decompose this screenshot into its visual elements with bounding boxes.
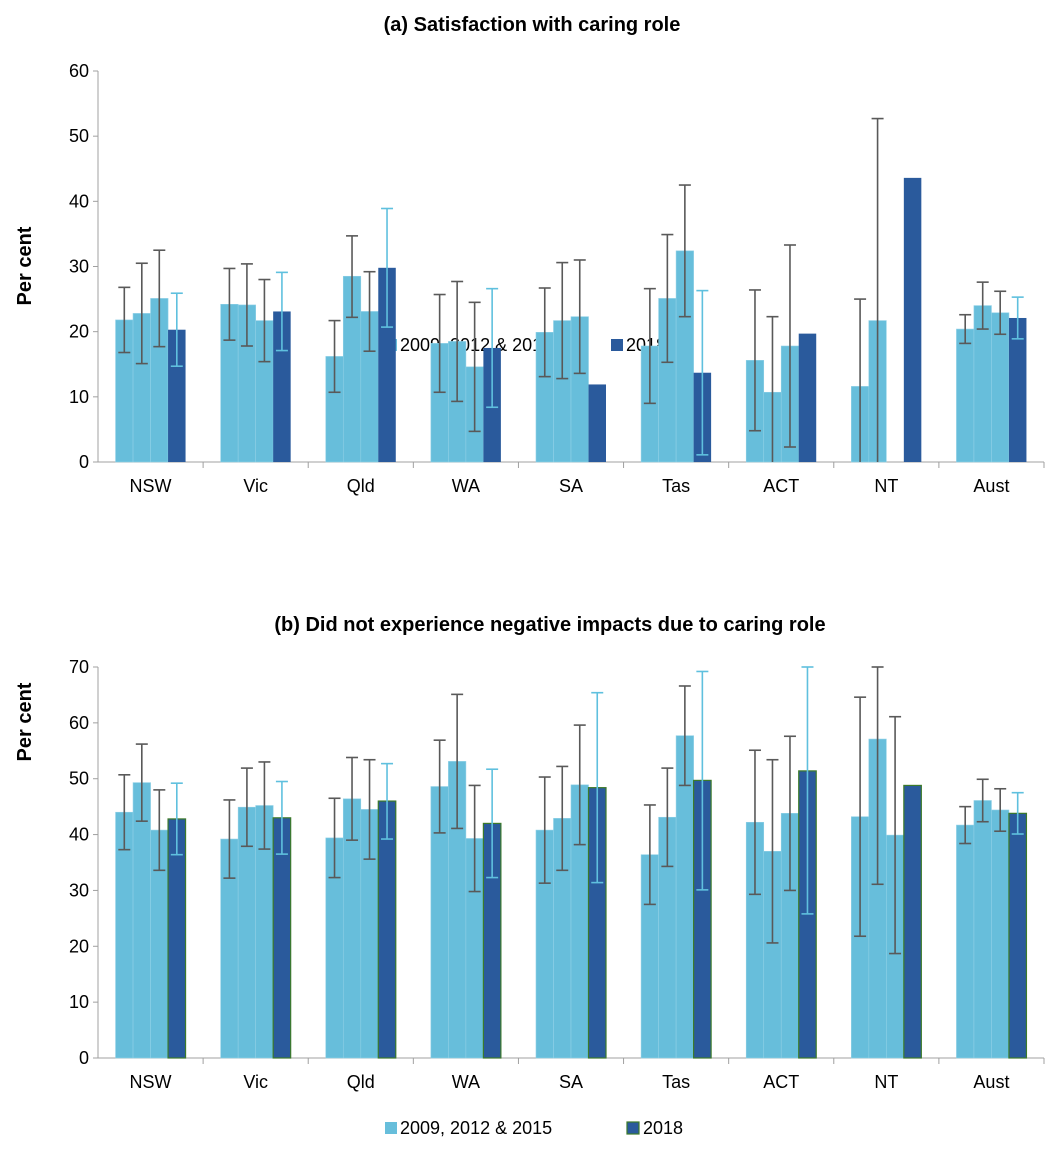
- bar-2018-Vic: [273, 311, 291, 462]
- panel-b-ylabel: Per cent: [14, 682, 36, 761]
- x-tick-label: ACT: [763, 1072, 799, 1092]
- bar-2015-Aust: [991, 312, 1010, 463]
- x-tick-label: Qld: [347, 1072, 375, 1092]
- y-tick-label: 50: [69, 769, 89, 789]
- x-tick-label: NSW: [130, 1072, 172, 1092]
- panel-a-plot: 0 10 20 30 40 50 60 NSW Vic Qld WA SA Tas ACT NT Aust: [69, 61, 1045, 496]
- bar-2018-SA: [588, 384, 606, 462]
- bar-2012-Aust: [973, 800, 992, 1059]
- x-tick-label: Aust: [973, 1072, 1009, 1092]
- y-tick-label: 20: [69, 322, 89, 342]
- bar-2009-Aust: [956, 328, 975, 463]
- legend-swatch-2018: [611, 339, 623, 351]
- x-tick-label: WA: [452, 1072, 480, 1092]
- bar-2018-NT: [903, 784, 922, 1059]
- x-tick-label: NT: [874, 1072, 898, 1092]
- bar-2018-NSW: [168, 329, 186, 462]
- x-tick-label: ACT: [763, 476, 799, 496]
- x-tick-label: Aust: [973, 476, 1009, 496]
- legend-label-historic: 2009, 2012 & 2015: [400, 335, 552, 355]
- x-tick-label: Tas: [662, 1072, 690, 1092]
- legend-label-2018: 2018: [643, 1118, 683, 1138]
- y-tick-label: 20: [69, 936, 89, 956]
- y-tick-label: 60: [69, 713, 89, 733]
- x-tick-label: WA: [452, 476, 480, 496]
- panel-a-legend: 2009, 2012 & 2015 2018: [385, 335, 666, 355]
- panel-a-ylabel: Per cent: [14, 226, 36, 305]
- x-tick-label: Vic: [243, 1072, 268, 1092]
- bar-2018-ACT: [798, 333, 817, 462]
- bar-2012-NSW: [132, 782, 151, 1059]
- y-tick-label: 10: [69, 992, 89, 1012]
- legend-swatch-historic: [385, 1122, 397, 1134]
- y-tick-label: 30: [69, 257, 89, 277]
- x-tick-label: NSW: [130, 476, 172, 496]
- y-tick-label: 50: [69, 126, 89, 146]
- x-tick-label: Qld: [347, 476, 375, 496]
- bar-2018-NT: [903, 177, 922, 462]
- x-tick-label: Vic: [243, 476, 268, 496]
- legend-swatch-2018: [626, 1121, 640, 1135]
- x-tick-label: SA: [559, 476, 583, 496]
- y-tick-label: 40: [69, 825, 89, 845]
- panel-b-plot: 0 10 20 30 40 50 60 70 NSW Vic Qld WA SA Tas ACT NT Aust: [69, 657, 1045, 1092]
- bar-2015-Aust: [991, 809, 1010, 1059]
- bar-2018-Aust: [1008, 317, 1027, 462]
- panel-b-legend: 2009, 2012 & 2015 2018: [385, 1118, 683, 1138]
- y-tick-label: 0: [79, 452, 89, 472]
- y-tick-label: 0: [79, 1048, 89, 1068]
- panel-a-title: (a) Satisfaction with caring role: [384, 14, 681, 36]
- y-tick-label: 40: [69, 191, 89, 211]
- y-tick-label: 60: [69, 61, 89, 81]
- legend-label-historic: 2009, 2012 & 2015: [400, 1118, 552, 1138]
- x-tick-label: NT: [874, 476, 898, 496]
- panel-b-title: (b) Did not experience negative impacts …: [274, 614, 825, 636]
- bar-2018-Qld: [378, 267, 396, 462]
- y-tick-label: 30: [69, 880, 89, 900]
- bar-2009-Aust: [956, 824, 975, 1059]
- y-tick-label: 10: [69, 387, 89, 407]
- x-tick-label: SA: [559, 1072, 583, 1092]
- x-tick-label: Tas: [662, 476, 690, 496]
- y-tick-label: 70: [69, 657, 89, 677]
- bar-2018-Aust: [1008, 812, 1028, 1059]
